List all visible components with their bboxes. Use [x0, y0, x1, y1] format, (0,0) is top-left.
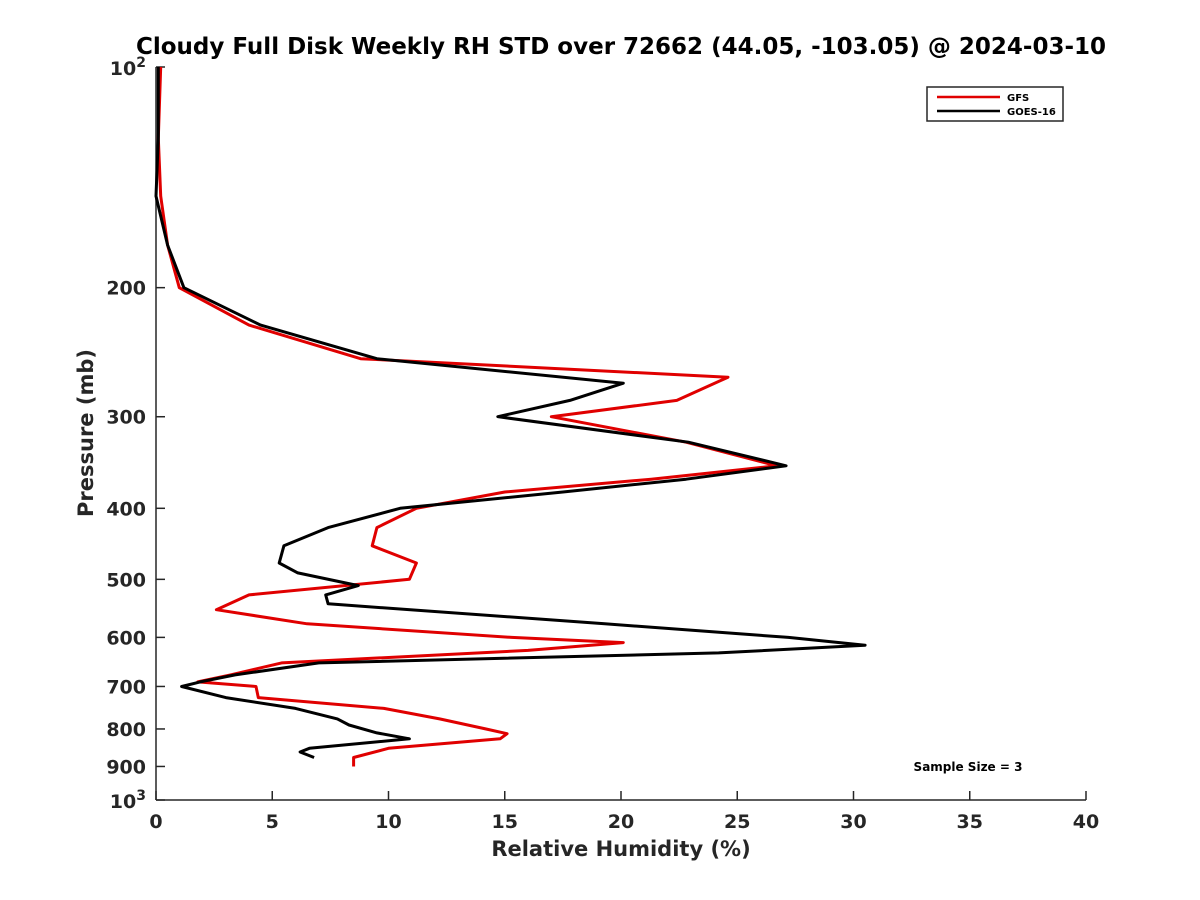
- chart-title: Cloudy Full Disk Weekly RH STD over 7266…: [136, 34, 1106, 60]
- y-tick-label: 500: [106, 569, 146, 591]
- x-tick-label: 5: [266, 811, 279, 833]
- legend-entries: GFS GOES-16: [937, 93, 1056, 118]
- legend-label: GOES-16: [1007, 107, 1056, 118]
- x-tick-label: 15: [492, 811, 518, 833]
- y-tick-label: 900: [106, 756, 146, 778]
- series-lines: [154, 66, 867, 767]
- x-tick-label: 20: [608, 811, 634, 833]
- y-axis-label: Pressure (mb): [74, 349, 98, 517]
- series-line-gfs: [156, 66, 779, 767]
- plot-area: 0 5 10 15 20 25 30 35 40 200 300 400 500 600 700 800 90…: [106, 55, 1099, 833]
- y-tick-label: 700: [106, 676, 146, 698]
- series-line-goes-16: [154, 67, 867, 759]
- x-tick-label: 25: [724, 811, 750, 833]
- sample-size-annotation: Sample Size = 3: [914, 760, 1023, 774]
- x-tick-label: 30: [840, 811, 866, 833]
- x-tick-label: 40: [1073, 811, 1099, 833]
- x-tick-label: 10: [375, 811, 401, 833]
- y-tick-label: 800: [106, 719, 146, 741]
- y-tick-label: 103: [110, 788, 146, 813]
- y-tick-label: 400: [106, 498, 146, 520]
- x-tick-label: 35: [957, 811, 983, 833]
- legend-label: GFS: [1007, 93, 1029, 104]
- y-tick-label: 200: [106, 278, 146, 300]
- legend: GFS GOES-16: [926, 86, 1064, 122]
- legend-box: [926, 86, 1064, 122]
- x-axis-label: Relative Humidity (%): [491, 837, 750, 861]
- y-tick-label: 102: [110, 55, 146, 80]
- y-tick-label: 300: [106, 407, 146, 429]
- x-tick-label: 0: [149, 811, 162, 833]
- y-ticks: 200 300 400 500 600 700 800 900 102 103: [106, 55, 165, 813]
- y-tick-label: 600: [106, 627, 146, 649]
- x-ticks: 0 5 10 15 20 25 30 35 40: [149, 791, 1099, 833]
